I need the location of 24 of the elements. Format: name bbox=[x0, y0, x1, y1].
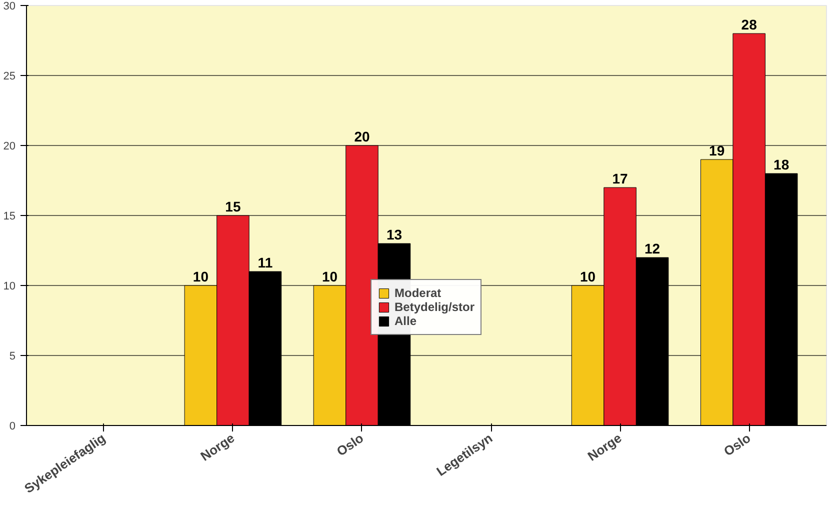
legend-label: Alle bbox=[394, 314, 417, 328]
y-tick-label: 10 bbox=[3, 280, 16, 292]
data-label: 15 bbox=[225, 198, 241, 214]
data-label: 18 bbox=[774, 156, 790, 172]
data-label: 10 bbox=[322, 268, 338, 284]
data-label: 19 bbox=[709, 142, 725, 158]
data-label: 28 bbox=[741, 16, 758, 32]
data-label: 10 bbox=[580, 268, 596, 284]
data-label: 13 bbox=[386, 226, 402, 242]
legend-label: Betydelig/stor bbox=[394, 300, 475, 314]
y-tick-label: 20 bbox=[3, 140, 16, 152]
legend-label: Moderat bbox=[394, 286, 442, 300]
data-label: 17 bbox=[612, 170, 628, 186]
y-tick-label: 5 bbox=[9, 350, 16, 362]
x-tick-label: Oslo bbox=[334, 430, 366, 460]
y-tick-label: 30 bbox=[3, 0, 16, 12]
y-tick-label: 0 bbox=[9, 420, 16, 432]
x-tick-label: Oslo bbox=[721, 430, 754, 460]
data-label: 11 bbox=[258, 254, 273, 270]
data-label: 10 bbox=[192, 268, 209, 284]
data-label: 12 bbox=[644, 240, 660, 256]
y-tick-label: 15 bbox=[3, 210, 16, 222]
data-label: 20 bbox=[354, 128, 370, 144]
y-tick-label: 25 bbox=[3, 70, 16, 82]
